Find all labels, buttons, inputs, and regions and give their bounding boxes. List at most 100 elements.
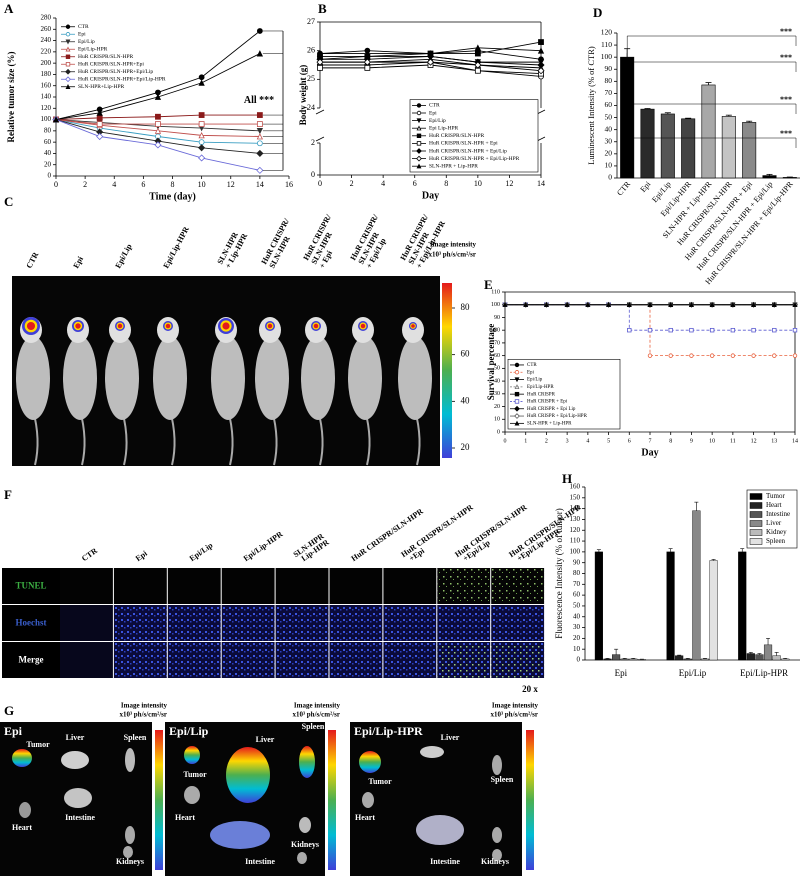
organ — [416, 815, 464, 845]
y-tick-label: 50 — [573, 602, 581, 610]
micrograph — [329, 642, 383, 678]
organ-label: Intestine — [430, 857, 460, 866]
y-tick-label: 70 — [605, 88, 613, 97]
legend-label: Tumor — [766, 492, 785, 500]
colorbar — [526, 730, 534, 870]
legend-swatch — [749, 493, 763, 500]
micrograph — [383, 605, 437, 641]
marker — [709, 327, 715, 333]
y-axis-title: Body weight (g) — [298, 65, 308, 126]
y-tick-label: 130 — [570, 515, 581, 523]
y-tick-label: 50 — [605, 112, 613, 121]
x-tick-label: 13 — [771, 438, 777, 444]
marker — [198, 112, 205, 118]
micrograph — [60, 605, 113, 641]
legend-label: Epi/Lip — [429, 118, 446, 124]
organ — [125, 826, 135, 844]
x-tick-label: CTR — [615, 179, 632, 197]
marker — [256, 28, 263, 34]
y-tick-label: 220 — [41, 47, 52, 55]
marker — [416, 103, 422, 108]
x-axis-title: Day — [422, 190, 439, 201]
y-tick-label: 50 — [494, 366, 500, 372]
y-tick-label: 140 — [570, 504, 581, 512]
x-tick-label: 4 — [586, 438, 589, 444]
micrograph — [437, 642, 491, 678]
bar — [666, 551, 675, 661]
micrograph — [113, 568, 167, 604]
legend-label: HuR CRISPR/SLN-HPR — [78, 54, 134, 60]
marker — [514, 399, 520, 404]
bar — [701, 84, 716, 179]
marker — [364, 50, 371, 57]
micrograph — [167, 642, 221, 678]
legend-swatch — [749, 529, 763, 536]
bar — [629, 658, 638, 661]
legend-label: Spleen — [766, 537, 786, 545]
x-tick-label: 16 — [285, 180, 293, 189]
organ — [297, 852, 307, 864]
y-tick-label: 0 — [311, 170, 315, 179]
x-tick-label: 6 — [628, 438, 631, 444]
x-tick-label: 6 — [413, 179, 417, 188]
x-tick-label: Epi — [615, 668, 628, 678]
marker — [198, 144, 206, 152]
marker — [564, 302, 570, 307]
marker — [668, 327, 673, 333]
intensity-label: Image intensity — [430, 241, 477, 249]
marker — [514, 391, 520, 397]
panel-label: F — [4, 487, 12, 502]
x-tick-label: 14 — [537, 179, 545, 188]
micrograph — [60, 642, 113, 678]
marker — [416, 141, 422, 146]
y-tick-label: 110 — [491, 289, 500, 295]
micrograph — [167, 605, 221, 641]
bar — [683, 658, 692, 661]
organ — [123, 846, 133, 858]
marker — [198, 79, 205, 86]
legend-label: HuR CRISPR/SLN-HPR + Epi/Lip-HPR — [429, 156, 520, 162]
marker — [198, 121, 205, 127]
y-tick-label: 27 — [307, 17, 315, 26]
block-title: Epi/Lip — [169, 724, 209, 738]
mouse-body — [63, 336, 97, 420]
x-tick-label: 10 — [474, 179, 482, 188]
y-tick-label: 260 — [41, 25, 52, 33]
legend-label: Kidney — [766, 528, 787, 536]
organ-label: Spleen — [124, 733, 147, 742]
marker — [416, 110, 422, 116]
marker — [537, 61, 545, 69]
marker — [65, 39, 71, 45]
marker — [751, 353, 756, 358]
mouse-body — [211, 336, 245, 420]
legend-swatch — [749, 538, 763, 545]
legend-label: HuR CRISPR/SLN-HPR — [429, 133, 485, 139]
x-tick-label: 8 — [171, 180, 175, 189]
legend-label: HuR CRISPR + Epi/Lip-HPR — [527, 414, 588, 419]
legend-label: Epi — [527, 370, 535, 375]
y-tick-label: 90 — [605, 64, 613, 73]
organ — [19, 802, 31, 818]
bar — [675, 655, 684, 661]
y-tick-label: 60 — [494, 353, 500, 359]
marker — [416, 155, 422, 162]
colorbar — [442, 283, 452, 458]
legend-box — [409, 99, 539, 173]
row-label-bg — [2, 642, 60, 678]
micrograph — [275, 605, 329, 641]
legend-label: HuR CRISPR + Epi Lip — [527, 407, 576, 412]
signal — [26, 321, 36, 331]
legend-label: SLN-HPR + Lip-HPR — [429, 163, 478, 169]
y-tick-label: 150 — [570, 493, 581, 501]
y-tick-label: 80 — [44, 126, 52, 134]
colorbar-tick-label: 60 — [461, 349, 471, 359]
organ-label: Intestine — [65, 813, 95, 822]
bar — [620, 658, 629, 661]
x-tick-label: 1 — [524, 438, 527, 444]
signal — [313, 323, 319, 329]
legend-label: Intestine — [766, 510, 790, 518]
marker — [96, 121, 103, 127]
bar — [637, 659, 646, 661]
marker — [317, 64, 323, 71]
column-label: Epi/Lip — [113, 242, 134, 270]
